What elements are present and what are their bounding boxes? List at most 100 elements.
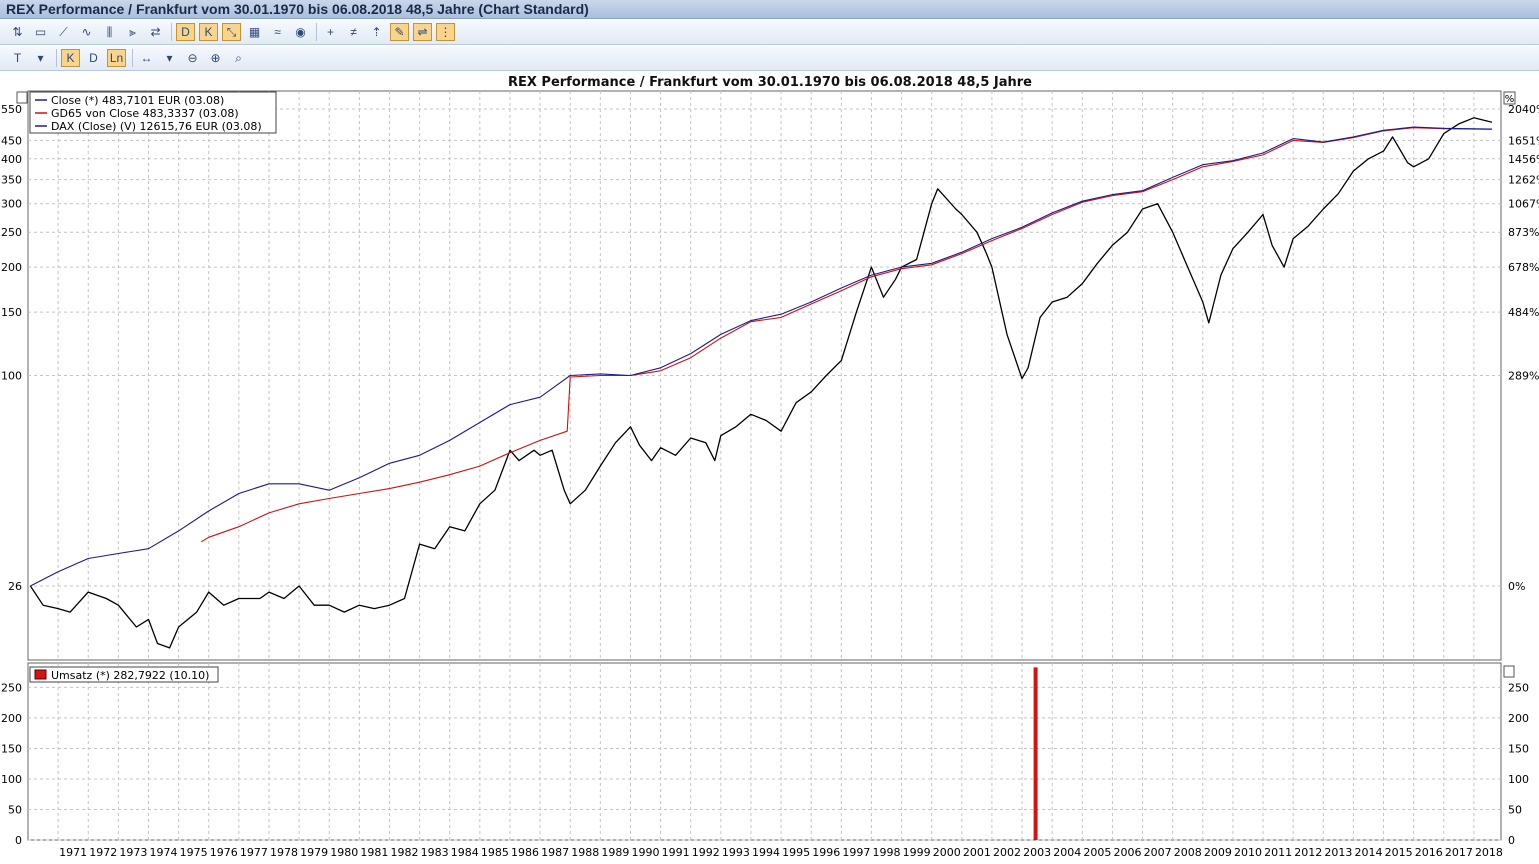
y-tick-label-right: 1651%	[1508, 134, 1539, 147]
x-tick-label: 1976	[210, 846, 238, 859]
volume-y-tick-left: 150	[1, 742, 22, 755]
volume-y-tick-right: 100	[1508, 773, 1529, 786]
x-tick-label: 1979	[300, 846, 328, 859]
y-tick-label-left: 250	[1, 226, 22, 239]
x-tick-label: 2017	[1445, 846, 1473, 859]
x-tick-label: 2015	[1385, 846, 1413, 859]
x-tick-label: 1991	[662, 846, 690, 859]
compare-icon[interactable]: ⇄	[150, 25, 161, 39]
currency-icon[interactable]: ◉	[295, 25, 306, 39]
trend-chart-icon[interactable]: ∿	[81, 25, 92, 39]
x-tick-label: 1989	[601, 846, 629, 859]
window-title: REX Performance / Frankfurt vom 30.01.19…	[6, 1, 589, 17]
volume-y-tick-right: 50	[1508, 803, 1522, 816]
volume-minimize-box	[1503, 665, 1515, 678]
chat-icon[interactable]: ▭	[34, 25, 47, 39]
wave-icon[interactable]: ≈	[274, 25, 281, 39]
y-tick-label-right: 1456%	[1508, 153, 1539, 166]
chart-k-icon[interactable]: K	[61, 49, 80, 67]
percent-box	[1503, 91, 1516, 105]
y-tick-label-left: 26	[8, 580, 22, 593]
x-tick-label: 1985	[481, 846, 509, 859]
toolbar-separator	[316, 23, 317, 41]
chart-d-icon[interactable]: D	[89, 51, 98, 65]
x-tick-label: 1977	[240, 846, 268, 859]
log-scale-icon[interactable]: Ln	[107, 49, 126, 67]
x-tick-label: 1994	[752, 846, 780, 859]
y-tick-label-left: 150	[1, 306, 22, 319]
x-tick-label: 1980	[330, 846, 358, 859]
x-tick-label: 2014	[1354, 846, 1382, 859]
y-tick-label-right: 289%	[1508, 369, 1539, 382]
log-marker-box	[16, 91, 28, 104]
y-tick-label-left: 100	[1, 369, 22, 382]
x-tick-label: 2001	[963, 846, 991, 859]
x-tick-label: 2006	[1113, 846, 1141, 859]
x-tick-label: 2009	[1204, 846, 1232, 859]
y-tick-label-right: 678%	[1508, 261, 1539, 274]
ruler-icon[interactable]: ⋮	[436, 23, 455, 41]
kline-icon[interactable]: K	[199, 23, 218, 41]
line-chart-icon[interactable]: ⟋	[59, 25, 68, 39]
y-tick-label-right: 2040%	[1508, 103, 1539, 116]
x-tick-label: 2011	[1264, 846, 1292, 859]
chart-title: REX Performance / Frankfurt vom 30.01.19…	[508, 75, 1032, 90]
x-tick-label: 2008	[1174, 846, 1202, 859]
dropdown-icon[interactable]: ▾	[166, 51, 173, 65]
x-tick-label: 1996	[812, 846, 840, 859]
arrow-up-icon[interactable]: ⇡	[371, 25, 382, 39]
volume-y-tick-left: 0	[15, 834, 22, 847]
y-tick-label-left: 200	[1, 261, 22, 274]
scale-icon[interactable]: ⤡	[222, 23, 241, 41]
toolbar-secondary: T ▾ K D Ln ↔ ▾ ⊖ ⊕ ⌕	[0, 46, 1539, 71]
crosshair-icon[interactable]: +	[326, 25, 334, 39]
grid-icon[interactable]: ▦	[248, 25, 261, 39]
x-tick-label: 1987	[541, 846, 569, 859]
price-legend	[29, 91, 277, 134]
trendline-icon[interactable]: ≠	[350, 25, 357, 39]
x-tick-label: 1981	[360, 846, 388, 859]
zoom-in-icon[interactable]: ⊕	[210, 51, 221, 65]
bar-chart-icon[interactable]: ⫼	[106, 25, 113, 39]
x-tick-label: 1992	[692, 846, 720, 859]
volume-legend-label: Umsatz (*) 282,7922 (10.10)	[51, 669, 209, 682]
volume-y-tick-left: 250	[1, 681, 22, 694]
x-tick-label: 2007	[1144, 846, 1172, 859]
x-tick-label: 1983	[421, 846, 449, 859]
fit-width-icon[interactable]: ↔	[140, 51, 153, 65]
volume-legend	[29, 666, 219, 683]
x-tick-label: 2016	[1415, 846, 1443, 859]
fibonacci-icon[interactable]: ⇌	[413, 23, 432, 41]
x-tick-label: 2018	[1475, 846, 1503, 859]
zoom-fit-icon[interactable]: ⌕	[235, 51, 242, 65]
zoom-out-icon[interactable]: ⊖	[187, 51, 198, 65]
daily-icon[interactable]: D	[176, 23, 195, 41]
x-tick-label: 1997	[842, 846, 870, 859]
x-tick-label: 1993	[722, 846, 750, 859]
x-tick-label: 2005	[1083, 846, 1111, 859]
toolbar-separator	[132, 49, 133, 67]
x-tick-label: 1975	[180, 846, 208, 859]
volume-panel-frame	[27, 662, 1502, 841]
volume-y-tick-right: 0	[1508, 834, 1515, 847]
x-tick-label: 1974	[150, 846, 178, 859]
close-series-line	[30, 126, 1493, 587]
quote-icon[interactable]: ⇅	[12, 25, 23, 39]
y-tick-label-right: 873%	[1508, 226, 1539, 239]
volume-bar	[1033, 667, 1038, 840]
candle-chart-icon[interactable]: ⫸	[129, 25, 136, 39]
x-tick-label: 1988	[571, 846, 599, 859]
x-tick-label: 1999	[903, 846, 931, 859]
y-tick-label-left: 350	[1, 174, 22, 187]
x-tick-label: 2002	[993, 846, 1021, 859]
right-axis-label: %	[1505, 94, 1515, 105]
x-tick-label: 1995	[782, 846, 810, 859]
volume-y-tick-right: 250	[1508, 681, 1529, 694]
text-tool-icon[interactable]: T	[13, 51, 22, 65]
pencil-icon[interactable]: ✎	[390, 23, 409, 41]
chart-area: REX Performance / Frankfurt vom 30.01.19…	[1, 75, 1539, 859]
x-tick-label: 1986	[511, 846, 539, 859]
dax-series-line	[29, 117, 1493, 649]
dropdown-icon[interactable]: ▾	[37, 51, 44, 65]
y-tick-label-right: 484%	[1508, 306, 1539, 319]
